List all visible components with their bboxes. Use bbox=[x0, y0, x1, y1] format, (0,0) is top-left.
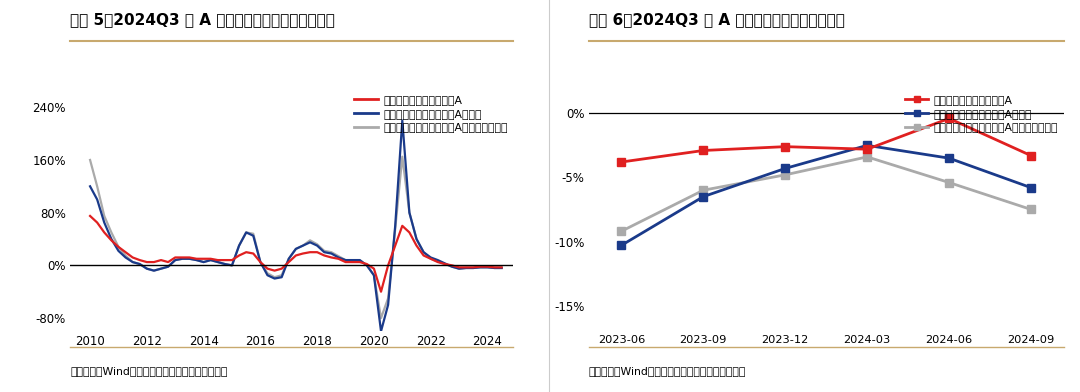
Text: 图表 6、2024Q3 全 A 非金融扣非净利润增速下行: 图表 6、2024Q3 全 A 非金融扣非净利润增速下行 bbox=[589, 12, 845, 27]
Legend: 扣非净利润累计同比：全A, 扣非净利润累计同比：全A非金融, 扣非净利润累计同比：全A非金融石油石化: 扣非净利润累计同比：全A, 扣非净利润累计同比：全A非金融, 扣非净利润累计同比… bbox=[905, 95, 1058, 132]
Legend: 扣非净利润累计同比：全A, 扣非净利润累计同比：全A非金融, 扣非净利润累计同比：全A非金融石油石化: 扣非净利润累计同比：全A, 扣非净利润累计同比：全A非金融, 扣非净利润累计同比… bbox=[354, 95, 508, 132]
Text: 资料来源：Wind，兴业证券经济与金融研究院整理: 资料来源：Wind，兴业证券经济与金融研究院整理 bbox=[589, 366, 746, 376]
Text: 图表 5、2024Q3 全 A 扣非净利润同比增速有所回落: 图表 5、2024Q3 全 A 扣非净利润同比增速有所回落 bbox=[70, 12, 335, 27]
Text: 资料来源：Wind，兴业证券经济与金融研究院整理: 资料来源：Wind，兴业证券经济与金融研究院整理 bbox=[70, 366, 228, 376]
